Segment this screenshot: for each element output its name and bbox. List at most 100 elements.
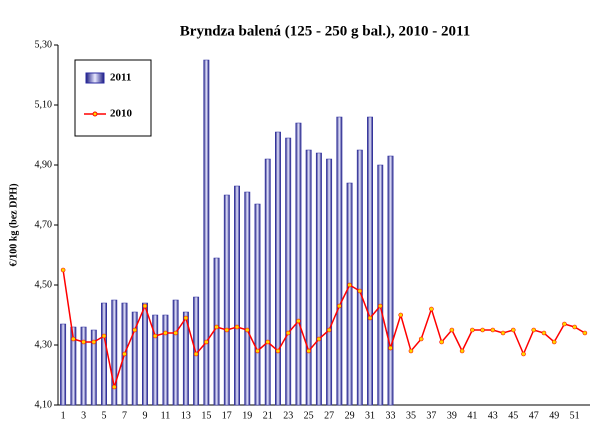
point [551,339,557,345]
bar [387,155,394,406]
bar [223,194,230,406]
x-tick-label: 15 [201,410,211,421]
x-tick-label: 51 [570,410,580,421]
point [337,303,342,309]
x-tick-label: 27 [324,410,334,421]
x-tick-label: 7 [122,410,127,421]
y-tick-label: 4,90 [35,159,53,170]
point [60,267,66,273]
x-tick-label: 17 [222,410,232,421]
chart-title: Bryndza balená (125 - 250 g bal.), 2010 … [180,23,470,39]
bar [295,122,302,406]
x-tick-label: 47 [529,410,539,421]
bar [234,185,240,406]
bar [264,158,271,406]
x-tick-label: 39 [447,410,457,421]
point [572,324,577,330]
point [224,327,230,333]
bar [101,302,107,406]
bar [356,149,363,406]
point [429,306,434,312]
bar [315,152,322,406]
bar [305,149,312,406]
point [500,330,506,336]
x-tick-label: 49 [549,410,559,421]
point [296,318,301,324]
bar [275,131,281,406]
x-tick-label: 19 [242,410,252,421]
point [480,327,485,333]
bar [346,182,353,406]
bar [162,314,169,406]
bar [131,311,138,406]
point [71,336,76,342]
point [316,336,322,342]
bar [152,314,159,406]
bar [285,137,292,406]
bar [367,116,373,406]
bar [254,203,261,406]
point [470,327,475,333]
x-tick-label: 41 [467,410,477,421]
y-tick-label: 4,30 [35,339,53,350]
point [398,312,404,318]
point [306,348,311,354]
x-tick-label: 3 [81,410,86,421]
bar [111,299,118,406]
point [388,345,393,351]
x-tick-label: 31 [365,410,375,421]
x-tick-label: 33 [386,410,396,421]
point [111,384,117,390]
x-tick-label: 11 [161,410,171,421]
point [490,327,496,333]
point [122,351,127,357]
bar [90,329,97,406]
y-axis-title: €/100 kg (bez DPH) [8,183,19,266]
x-tick-label: 37 [426,410,436,421]
legend-swatch [85,72,105,84]
point [285,330,291,336]
x-tick-label: 43 [488,410,498,421]
bar [203,59,210,406]
bar [80,326,87,406]
point [562,321,567,327]
x-tick-label: 23 [283,410,293,421]
point [234,324,240,330]
point [347,282,352,288]
y-tick-label: 5,10 [35,99,53,110]
point [265,339,271,345]
point [173,330,178,336]
point [531,327,537,333]
point [510,327,516,333]
point [101,333,107,339]
point [193,351,199,357]
bar [213,257,220,406]
x-tick-label: 35 [406,410,416,421]
point [142,303,148,309]
bar [336,116,343,406]
y-tick-label: 4,70 [35,219,53,230]
point [163,330,168,336]
point [582,330,588,336]
point [408,348,414,354]
x-tick-label: 5 [102,410,107,421]
bar [60,323,67,406]
point [326,327,332,333]
point [255,348,260,354]
point [152,333,158,339]
y-tick-label: 4,10 [35,399,53,410]
bar [70,326,77,406]
x-tick-label: 21 [263,410,273,421]
x-tick-label: 45 [508,410,518,421]
x-tick-label: 1 [61,410,66,421]
point [91,339,97,345]
bar [244,191,251,406]
legend-label: 2011 [110,72,131,84]
point [357,288,363,294]
point [244,327,250,333]
bar [182,311,189,406]
point [459,348,465,354]
point [541,330,547,336]
point [275,348,281,354]
